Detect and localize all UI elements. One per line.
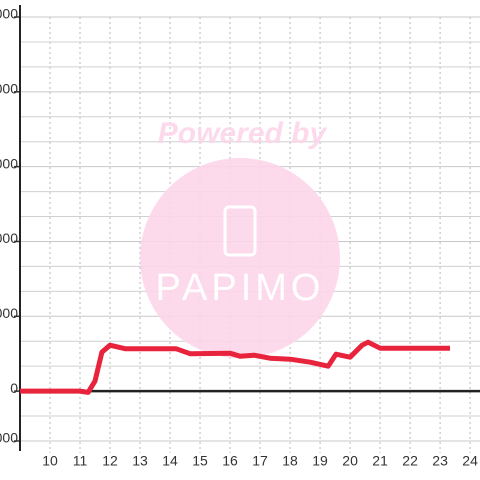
y-tick-label: -20,000 (0, 430, 18, 446)
x-tick-label: 21 (372, 453, 388, 469)
x-tick-label: 23 (432, 453, 448, 469)
y-tick-label: 60,000 (0, 230, 18, 246)
x-tick-label: 22 (402, 453, 418, 469)
x-tick-label: 12 (102, 453, 118, 469)
watermark-icon (223, 205, 257, 257)
x-tick-label: 10 (42, 453, 58, 469)
y-tick-label: 120,000 (0, 81, 18, 97)
watermark-text: Powered by (158, 117, 328, 150)
y-tick-label: 150,000 (0, 6, 18, 22)
data-line (20, 339, 450, 395)
x-tick-label: 20 (342, 453, 358, 469)
watermark-circle (140, 158, 340, 358)
x-tick-label: 11 (73, 453, 88, 469)
y-tick-label: 30,000 (0, 305, 18, 321)
x-tick-label: 19 (312, 453, 328, 469)
x-tick-label: 14 (162, 453, 178, 469)
x-tick-label: 16 (222, 453, 238, 469)
x-tick-label: 15 (192, 453, 208, 469)
y-tick-label: 0 (10, 380, 18, 396)
watermark-logo: PAPIMO (156, 267, 325, 309)
x-tick-label: 18 (282, 453, 298, 469)
watermark: Powered by PAPIMO (140, 117, 340, 358)
x-tick-label: 17 (252, 453, 268, 469)
x-tick-label: 13 (132, 453, 148, 469)
y-tick-label: 90,000 (0, 155, 18, 171)
x-tick-label: 24 (462, 453, 478, 469)
